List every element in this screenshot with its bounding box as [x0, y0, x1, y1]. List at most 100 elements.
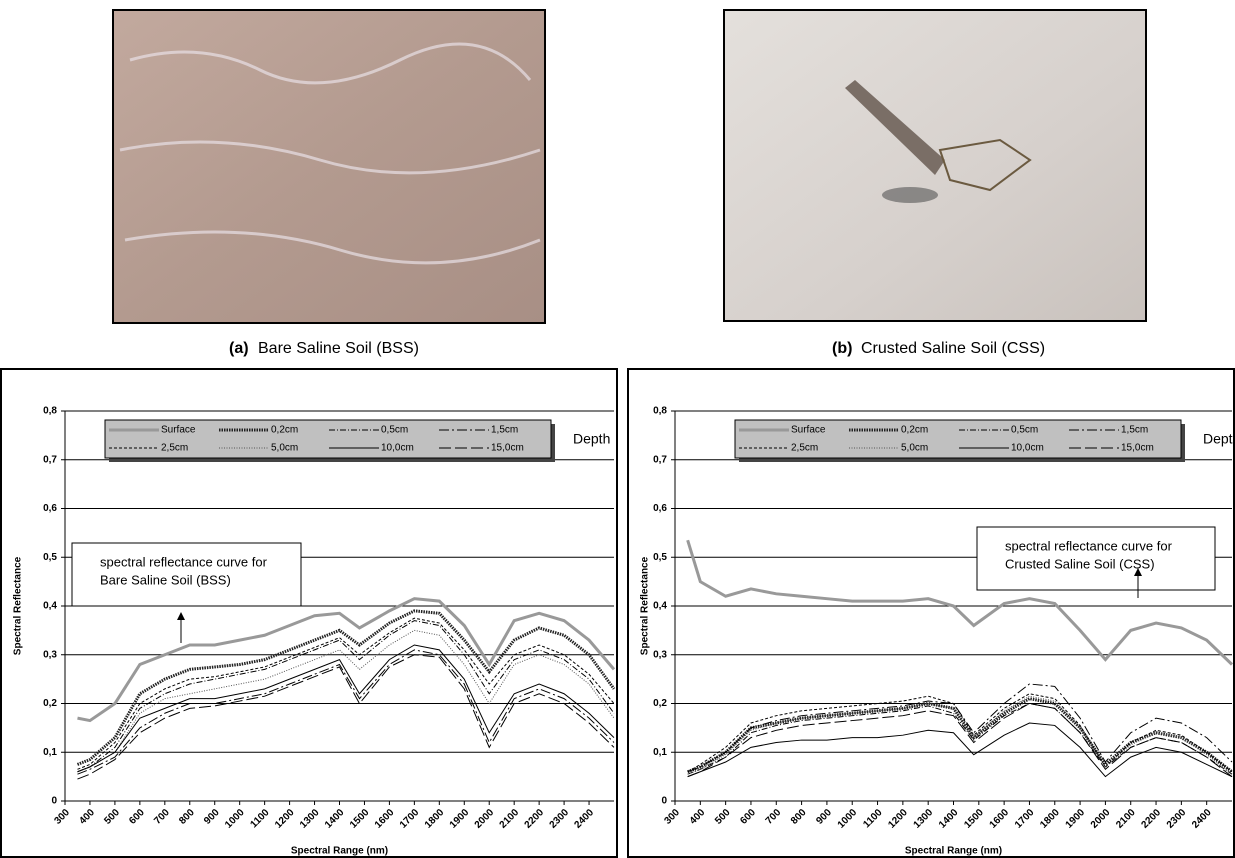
x-tick-label: 800 [177, 807, 197, 827]
series-line [688, 694, 1232, 772]
x-tick-label: 2300 [548, 807, 572, 831]
legend-label: Surface [791, 425, 826, 436]
legend-label: 0,5cm [1011, 425, 1038, 436]
annotation: spectral reflectance curve for [1005, 538, 1173, 553]
x-tick-label: 1600 [373, 807, 397, 831]
x-tick-label: 1700 [1013, 807, 1037, 831]
legend-label: 0,2cm [901, 425, 928, 436]
x-tick-label: 1500 [348, 807, 372, 831]
x-tick-label: 2400 [1190, 807, 1214, 831]
x-tick-label: 400 [688, 807, 708, 827]
x-tick-label: 1800 [1038, 807, 1062, 831]
series-line [688, 696, 1232, 774]
x-tick-label: 1900 [448, 807, 472, 831]
y-tick-label: 0 [51, 796, 57, 807]
x-tick-label: 2000 [473, 807, 497, 831]
y-tick-label: 0,1 [43, 747, 57, 758]
legend-label: 5,0cm [271, 443, 298, 454]
legend-title: Depth [1203, 431, 1235, 447]
y-tick-label: 0,2 [653, 698, 667, 709]
y-tick-label: 0,8 [653, 406, 667, 417]
x-tick-label: 1100 [861, 807, 884, 830]
series-line [77, 611, 614, 765]
annotation: Bare Saline Soil (BSS) [100, 572, 231, 587]
series-line [77, 621, 614, 772]
legend-label: 2,5cm [161, 443, 188, 454]
y-tick-label: 0,3 [43, 649, 57, 660]
x-tick-label: 600 [127, 807, 147, 827]
annotation: spectral reflectance curve for [100, 554, 268, 569]
x-tick-label: 2100 [498, 807, 522, 831]
x-tick-label: 1200 [273, 807, 297, 831]
x-tick-label: 500 [102, 807, 122, 827]
y-tick-label: 0,5 [43, 552, 57, 563]
caption-label: (b) [832, 340, 852, 357]
series-line [688, 684, 1232, 772]
x-tick-label: 900 [814, 807, 834, 827]
y-tick-label: 0,4 [43, 601, 57, 612]
x-tick-label: 1400 [323, 807, 347, 831]
x-tick-label: 1700 [398, 807, 422, 831]
x-axis-title: Spectral Range (nm) [291, 846, 388, 857]
x-tick-label: 1000 [836, 807, 860, 831]
x-tick-label: 1600 [988, 807, 1012, 831]
legend-label: 0,5cm [381, 425, 408, 436]
x-tick-label: 1100 [249, 807, 272, 830]
x-tick-label: 2200 [1140, 807, 1164, 831]
legend-label: 2,5cm [791, 443, 818, 454]
legend-label: 15,0cm [491, 443, 524, 454]
x-tick-label: 1000 [223, 807, 247, 831]
x-axis-title: Spectral Range (nm) [905, 846, 1002, 857]
x-tick-label: 800 [789, 807, 809, 827]
x-tick-label: 600 [738, 807, 758, 827]
y-tick-label: 0,3 [653, 649, 667, 660]
series-line [77, 655, 614, 779]
caption: Bare Saline Soil (BSS) [258, 340, 419, 357]
legend-title: Depth [573, 431, 610, 447]
x-tick-label: 2100 [1114, 807, 1138, 831]
series-line [77, 599, 614, 721]
x-tick-label: 2200 [523, 807, 547, 831]
x-tick-label: 700 [764, 807, 784, 827]
legend-label: 0,2cm [271, 425, 298, 436]
caption: Crusted Saline Soil (CSS) [861, 340, 1045, 357]
x-tick-label: 500 [713, 807, 733, 827]
y-tick-label: 0 [661, 796, 667, 807]
y-tick-label: 0,2 [43, 698, 57, 709]
series-line [77, 650, 614, 774]
x-tick-label: 400 [77, 807, 97, 827]
series-line [77, 618, 614, 769]
y-axis-title: Spectral Reflectance [13, 556, 24, 655]
y-tick-label: 0,1 [653, 747, 667, 758]
x-tick-label: 300 [662, 807, 682, 827]
y-tick-label: 0,4 [653, 601, 667, 612]
y-tick-label: 0,5 [653, 552, 667, 563]
y-tick-label: 0,6 [43, 503, 57, 514]
x-tick-label: 1300 [298, 807, 322, 831]
legend-label: 1,5cm [1121, 425, 1148, 436]
series-line [688, 723, 1232, 777]
x-tick-label: 1800 [423, 807, 447, 831]
series-line [688, 704, 1232, 775]
x-tick-label: 2300 [1165, 807, 1189, 831]
x-tick-label: 300 [52, 807, 72, 827]
y-tick-label: 0,7 [43, 454, 57, 465]
x-tick-label: 1200 [886, 807, 910, 831]
annotation: Crusted Saline Soil (CSS) [1005, 556, 1155, 571]
y-axis-title: Spectral Reflectance [640, 556, 651, 655]
x-tick-label: 700 [152, 807, 172, 827]
legend-label: Surface [161, 425, 196, 436]
x-tick-label: 1900 [1064, 807, 1088, 831]
legend-label: 15,0cm [1121, 443, 1154, 454]
x-tick-label: 1400 [937, 807, 961, 831]
figure: (a) Bare Saline Soil (BSS) (b) Crusted S… [0, 0, 1235, 858]
legend-label: 1,5cm [491, 425, 518, 436]
y-tick-label: 0,7 [653, 454, 667, 465]
x-tick-label: 2400 [573, 807, 597, 831]
legend-label: 5,0cm [901, 443, 928, 454]
photo-shadow [882, 187, 938, 203]
y-tick-label: 0,6 [653, 503, 667, 514]
x-tick-label: 1300 [912, 807, 936, 831]
x-tick-label: 1500 [962, 807, 986, 831]
legend-label: 10,0cm [381, 443, 414, 454]
